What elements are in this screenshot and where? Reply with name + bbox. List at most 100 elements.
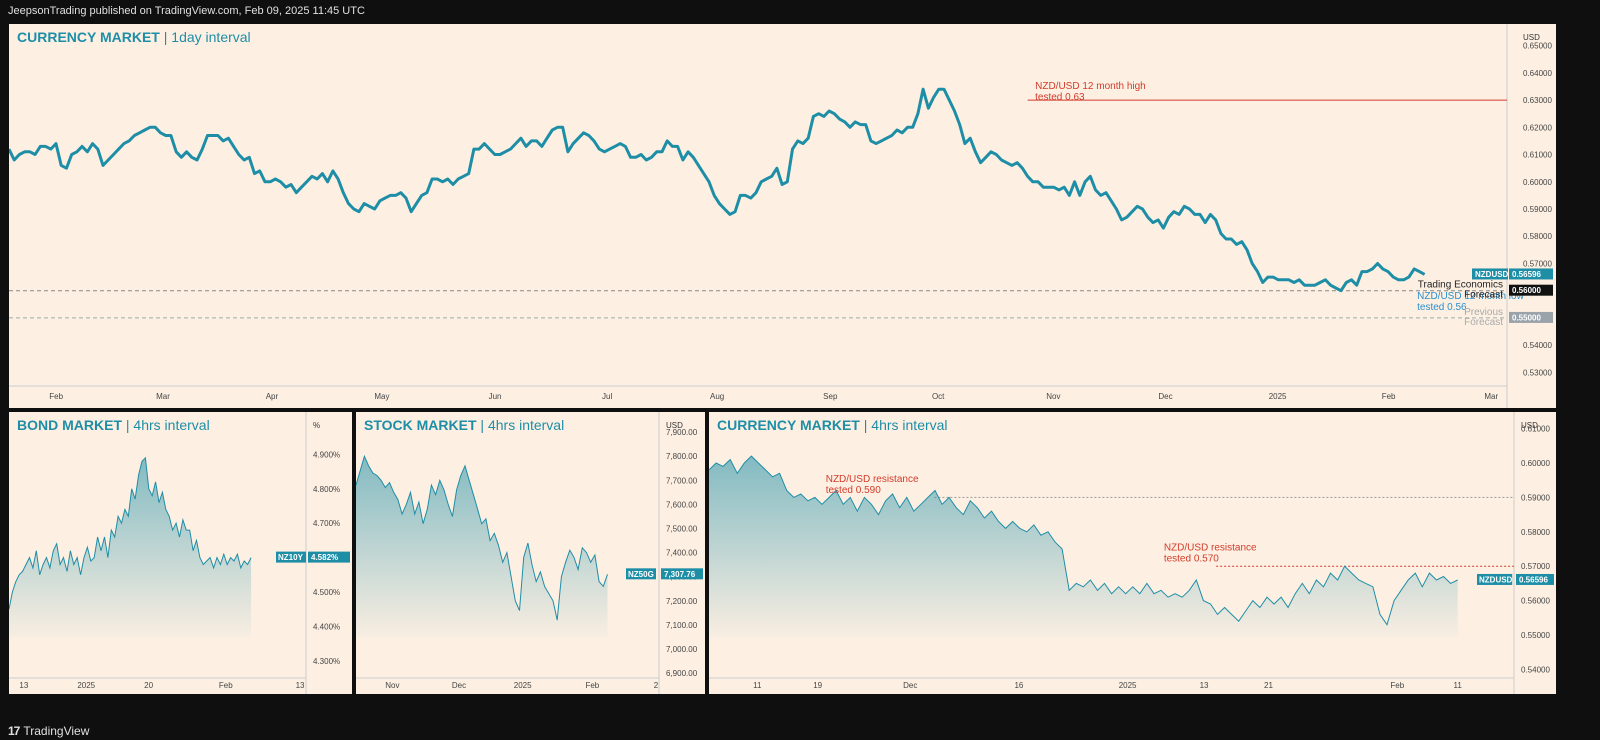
- cur4h-x-tick-label: 13: [1200, 681, 1209, 690]
- main-y-tick-label: 0.62000: [1523, 123, 1552, 132]
- cur4h-series-line: [709, 455, 1458, 626]
- cur4h-last-price-text: 0.56596: [1519, 575, 1548, 584]
- main-forecast-label: Previous Forecast: [1464, 307, 1503, 328]
- main-series-name-text: NZDUSD: [1475, 270, 1509, 279]
- stock-y-tick-label: 6,900.00: [666, 669, 698, 678]
- bond-series-name-tag: [276, 551, 306, 563]
- main-x-tick-label: Jun: [489, 392, 502, 401]
- currency-4h-chart-panel[interactable]: USD 0.61000 0.60000 0.59000 0.58000 0.57000 0.…: [709, 412, 1556, 694]
- stock-y-tick-label: 7,700.00: [666, 476, 698, 485]
- stock-y-tick-label: 7,900.00: [666, 428, 698, 437]
- tradingview-brand[interactable]: 17 TradingView: [0, 722, 1600, 740]
- main-y-tick-label: 0.60000: [1523, 178, 1552, 187]
- bond-y-tick-label: 4.900%: [313, 450, 340, 459]
- main-y-tick-label: 0.64000: [1523, 69, 1552, 78]
- cur4h-series-name-tag: [1477, 573, 1513, 585]
- stock-unit-label: USD: [666, 421, 683, 430]
- stock-y-tick-label: 7,000.00: [666, 645, 698, 654]
- cur4h-annotation-line: NZD/USD resistance: [1164, 543, 1257, 554]
- stock-x-tick-label: 2025: [514, 681, 532, 690]
- bond-x-tick-label: Feb: [219, 681, 233, 690]
- stock-y-tick-label: 7,500.00: [666, 525, 698, 534]
- main-y-tick-label: 0.59000: [1523, 205, 1552, 214]
- main-y-tick-label: 0.54000: [1523, 341, 1552, 350]
- bond-x-tick-label: 2025: [77, 681, 95, 690]
- main-last-price-tag: [1509, 268, 1553, 280]
- stock-y-tick-label: 7,600.00: [666, 500, 698, 509]
- main-annotation-line: tested 0.63: [1035, 92, 1085, 103]
- bond-y-tick-label: 4.700%: [313, 519, 340, 528]
- stock-chart-title: STOCK MARKET | 4hrs interval: [364, 417, 565, 433]
- main-series-name-tag: [1472, 268, 1508, 280]
- bond-y-tick-label: 4.800%: [313, 485, 340, 494]
- main-y-tick-label: 0.53000: [1523, 368, 1552, 377]
- stock-x-tick-label: Dec: [452, 681, 466, 690]
- cur4h-annotation-line: tested 0.570: [1164, 554, 1219, 565]
- main-x-tick-label: Feb: [49, 392, 63, 401]
- main-x-tick-label: Aug: [710, 392, 724, 401]
- stock-series-area: [356, 456, 608, 638]
- main-x-tick-label: Sep: [823, 392, 838, 401]
- bond-market-chart-panel[interactable]: %4.900%4.800%4.700%4.600%4.500%4.400%4.3…: [9, 412, 352, 694]
- main-forecast-price-text: 0.55000: [1512, 313, 1541, 322]
- main-y-tick-label: 0.57000: [1523, 259, 1552, 268]
- main-forecast-price-tag: [1509, 284, 1553, 296]
- bond-y-tick-label: 4.500%: [313, 588, 340, 597]
- main-x-tick-label: Oct: [932, 392, 945, 401]
- cur4h-x-tick-label: Dec: [903, 681, 917, 690]
- stock-series-name-tag: [626, 568, 656, 580]
- bond-series-name-text: NZ10Y: [278, 553, 304, 562]
- main-y-tick-label: 0.61000: [1523, 151, 1552, 160]
- cur4h-y-tick-label: 0.59000: [1521, 493, 1550, 502]
- main-chart-title: CURRENCY MARKET | 1day interval: [17, 29, 251, 45]
- main-x-tick-label: Jul: [602, 392, 612, 401]
- cur4h-x-tick-label: 16: [1014, 681, 1023, 690]
- main-y-tick-label: 0.58000: [1523, 232, 1552, 241]
- main-annotation: NZD/USD 12 month low tested 0.56: [1417, 291, 1524, 313]
- currency-4h-chart-title: CURRENCY MARKET | 4hrs interval: [717, 417, 948, 433]
- tradingview-brand-name: TradingView: [23, 724, 90, 738]
- bond-last-price-text: 4.582%: [311, 553, 338, 562]
- cur4h-x-tick-label: 11: [753, 681, 762, 690]
- bond-y-tick-label: 4.300%: [313, 657, 340, 666]
- main-y-tick-label: 0.63000: [1523, 96, 1552, 105]
- stock-market-chart-panel[interactable]: USD 7,900.00 7,800.00 7,700.00 7,600.00 7,500…: [356, 412, 705, 694]
- stock-last-price-text: 7,307.76: [664, 570, 696, 579]
- main-x-tick-label: Dec: [1158, 392, 1172, 401]
- stock-y-tick-label: 7,800.00: [666, 452, 698, 461]
- cur4h-series-name-text: NZDUSD: [1479, 575, 1513, 584]
- main-annotation-line: NZD/USD 12 month low: [1417, 291, 1524, 302]
- cur4h-last-price-tag: [1516, 573, 1554, 585]
- cur4h-series-area: [709, 456, 1458, 638]
- main-annotation: NZD/USD 12 month high tested 0.63: [1035, 81, 1146, 103]
- bond-x-tick-label: 13: [296, 681, 305, 690]
- cur4h-annotation-line: NZD/USD resistance: [826, 474, 919, 485]
- main-x-tick-label: Nov: [1046, 392, 1060, 401]
- publish-info: JeepsonTrading published on TradingView.…: [8, 5, 365, 17]
- bond-y-tick-label: 4.400%: [313, 622, 340, 631]
- cur4h-x-tick-label: 21: [1264, 681, 1273, 690]
- cur4h-annotation: NZD/USD resistance tested 0.570: [1164, 543, 1257, 565]
- main-x-tick-label: Mar: [1484, 392, 1498, 401]
- bond-x-tick-label: 20: [144, 681, 153, 690]
- stock-series-name-text: NZ50G: [628, 570, 654, 579]
- cur4h-x-tick-label: Feb: [1390, 681, 1404, 690]
- bond-last-price-tag: [308, 551, 350, 563]
- bond-series-line: [9, 456, 252, 610]
- main-forecast-price-text: 0.56000: [1512, 286, 1541, 295]
- stock-x-tick-label: Feb: [585, 681, 599, 690]
- stock-x-tick-label: 2: [654, 681, 659, 690]
- main-forecast-price-tag: [1509, 311, 1553, 323]
- stock-y-tick-label: 7,200.00: [666, 597, 698, 606]
- stock-y-tick-label: 7,400.00: [666, 549, 698, 558]
- bond-chart-svg: %4.900%4.800%4.700%4.600%4.500%4.400%4.3…: [9, 412, 350, 694]
- cur4h-y-tick-label: 0.60000: [1521, 459, 1550, 468]
- bond-series-area: [9, 457, 252, 638]
- main-x-tick-label: Apr: [266, 392, 279, 401]
- stock-x-tick-label: Nov: [385, 681, 399, 690]
- main-unit-label: USD: [1523, 33, 1540, 42]
- main-currency-chart-panel[interactable]: USD 0.65000 0.64000 0.63000 0.62000 0.61000 0.…: [9, 24, 1556, 408]
